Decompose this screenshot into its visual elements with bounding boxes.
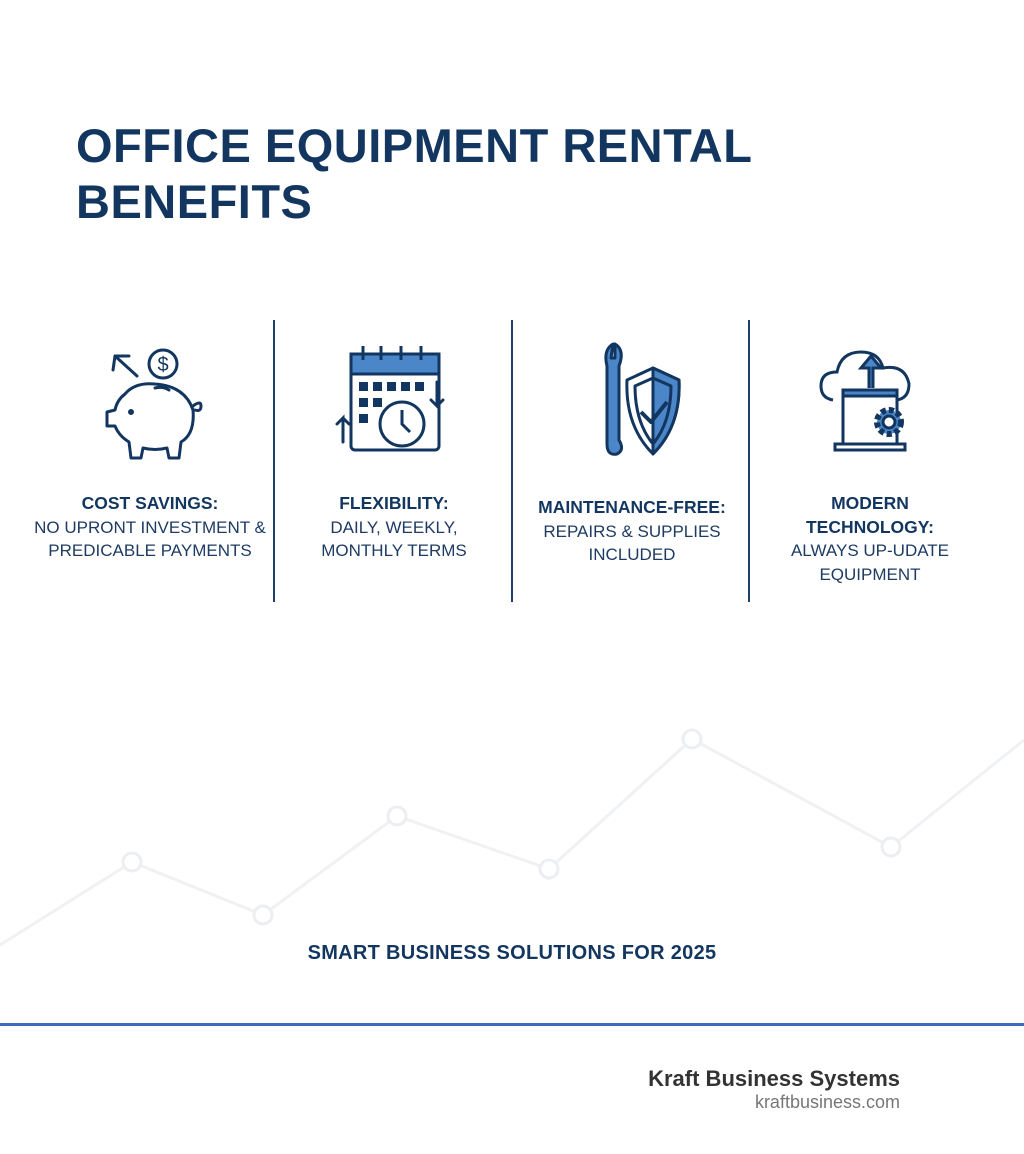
footer-rule xyxy=(0,1023,1024,1026)
benefit-text: ALWAYS UP-UDATE EQUIPMENT xyxy=(790,541,950,584)
company-name: Kraft Business Systems xyxy=(648,1066,900,1091)
column-divider xyxy=(273,320,275,602)
benefit-heading: FLEXIBILITY: xyxy=(339,493,449,513)
cloud-laptop-gear-icon xyxy=(819,350,911,452)
column-divider xyxy=(511,320,513,602)
tagline: SMART BUSINESS SOLUTIONS FOR 2025 xyxy=(307,942,717,964)
piggy-bank-icon: $ xyxy=(105,348,203,460)
company-website[interactable]: kraftbusiness.com xyxy=(754,1092,900,1112)
benefit-text: REPAIRS & SUPPLIES INCLUDED xyxy=(543,521,721,565)
benefit-heading: MODERN TECHNOLOGY: xyxy=(805,493,934,537)
benefit-cost-savings: $ COST SAVINGS: NO UPRONT INVESTMENT & P… xyxy=(25,320,275,602)
column-divider xyxy=(748,320,750,602)
benefit-text: DAILY, WEEKLY, MONTHLY TERMS xyxy=(321,517,467,561)
footer-brand: Kraft Business Systems kraftbusiness.com xyxy=(648,1066,900,1112)
benefit-flexibility: FLEXIBILITY: DAILY, WEEKLY, MONTHLY TERM… xyxy=(304,320,484,602)
page-title: OFFICE EQUIPMENT RENTAL BENEFITS xyxy=(76,119,752,228)
benefit-modern-technology: MODERN TECHNOLOGY: ALWAYS UP-UDATE EQUIP… xyxy=(780,320,960,602)
benefit-maintenance-free: MAINTENANCE-FREE: REPAIRS & SUPPLIES INC… xyxy=(522,320,742,602)
calendar-clock-icon xyxy=(335,346,445,452)
svg-text:$: $ xyxy=(157,354,168,376)
benefit-heading: MAINTENANCE-FREE: xyxy=(538,497,726,517)
benefit-text: NO UPRONT INVESTMENT & PREDICABLE PAYMEN… xyxy=(34,517,266,561)
wrench-shield-icon xyxy=(604,342,681,456)
benefit-heading: COST SAVINGS: xyxy=(81,493,219,513)
